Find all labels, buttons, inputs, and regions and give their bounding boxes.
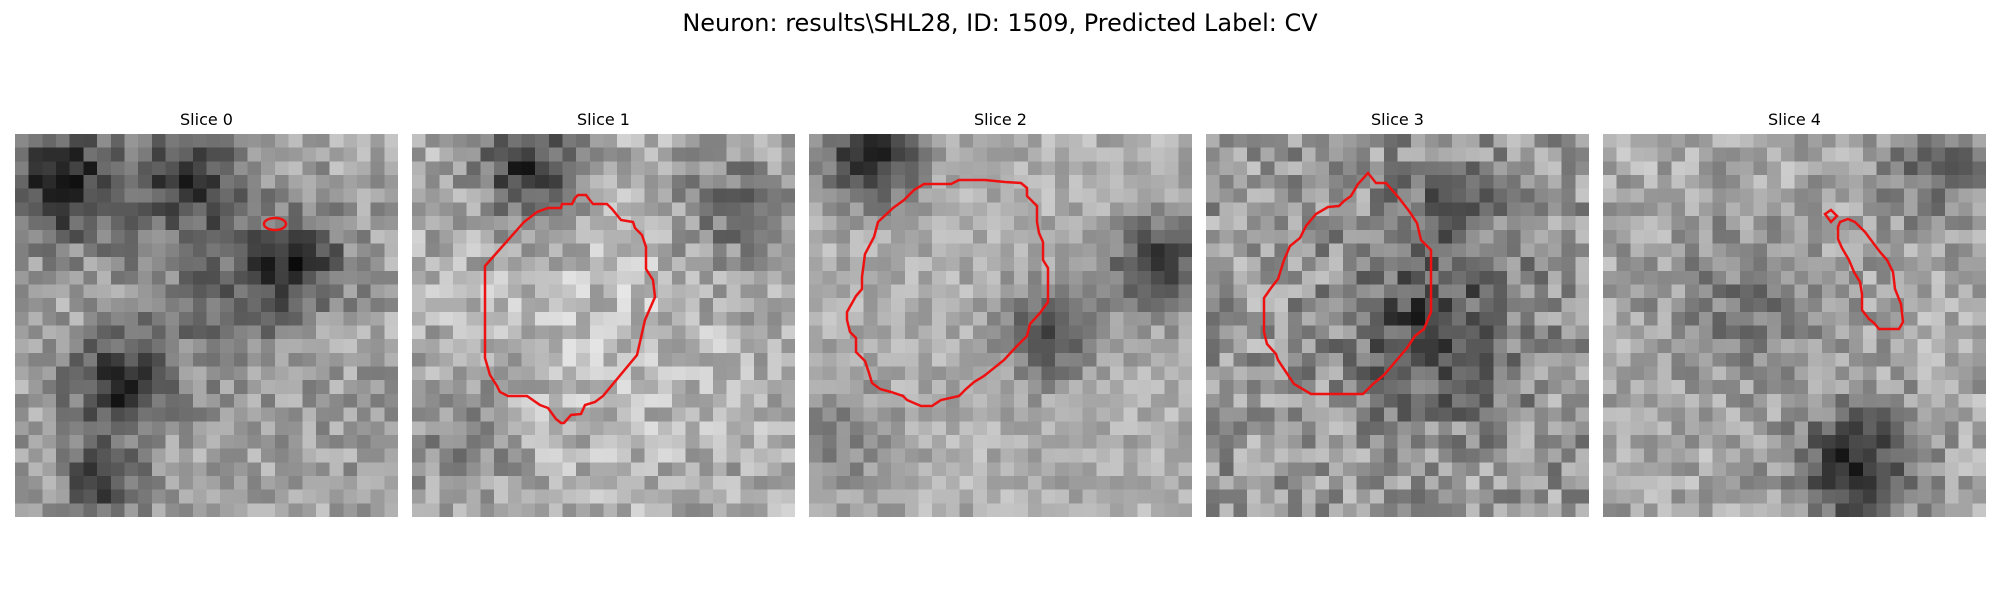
slice-title: Slice 1 [577, 110, 630, 129]
slice-image [15, 134, 398, 517]
slice-panel-4: Slice 4 [1603, 110, 1986, 517]
slice-image [809, 134, 1192, 517]
slice-image [1206, 134, 1589, 517]
slice-panel-1: Slice 1 [412, 110, 795, 517]
slice-title: Slice 3 [1371, 110, 1424, 129]
slice-title: Slice 0 [180, 110, 233, 129]
slice-title: Slice 4 [1768, 110, 1821, 129]
slice-panel-0: Slice 0 [15, 110, 398, 517]
slice-image [1603, 134, 1986, 517]
slice-image [412, 134, 795, 517]
figure-title: Neuron: results\SHL28, ID: 1509, Predict… [682, 9, 1318, 37]
slice-title: Slice 2 [974, 110, 1027, 129]
slice-panel-2: Slice 2 [809, 110, 1192, 517]
slice-panel-3: Slice 3 [1206, 110, 1589, 517]
